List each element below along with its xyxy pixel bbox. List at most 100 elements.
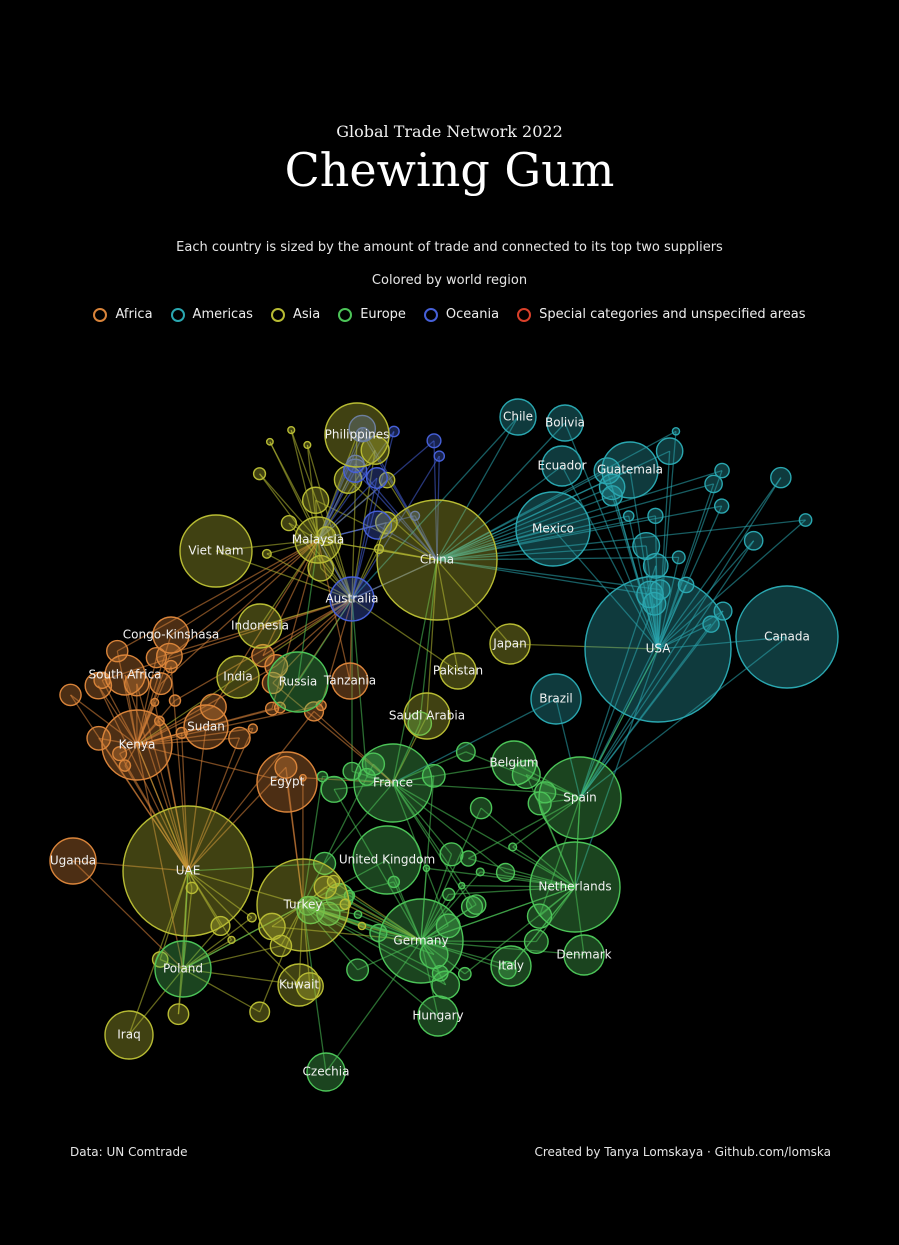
node-label-russia: Russia bbox=[279, 675, 318, 689]
country-node-small bbox=[523, 929, 549, 955]
region-legend: Africa Americas Asia Europe Oceania Spec… bbox=[0, 307, 899, 322]
node-label-turkey: Turkey bbox=[282, 898, 322, 912]
country-node-small bbox=[297, 895, 318, 916]
country-node-small bbox=[649, 579, 671, 601]
country-node-small bbox=[422, 864, 431, 873]
node-kuwait bbox=[277, 963, 321, 1007]
trade-edge bbox=[657, 451, 671, 650]
node-label-malaysia: Malaysia bbox=[292, 533, 344, 547]
trade-edge bbox=[351, 416, 519, 600]
country-node-small bbox=[460, 850, 477, 867]
trade-edge bbox=[657, 623, 712, 650]
node-label-japan: Japan bbox=[492, 637, 526, 651]
node-guatemala bbox=[601, 441, 659, 499]
country-node-small bbox=[636, 580, 664, 609]
node-label-germany: Germany bbox=[393, 934, 448, 948]
trade-edge bbox=[136, 700, 176, 746]
trade-edge bbox=[436, 486, 613, 561]
legend-item-oceania: Oceania bbox=[423, 307, 500, 322]
country-node-small bbox=[348, 414, 377, 443]
trade-edge bbox=[297, 598, 353, 683]
country-node-small bbox=[388, 425, 400, 438]
trade-edge bbox=[392, 715, 428, 784]
trade-edge bbox=[392, 762, 515, 784]
trade-edge bbox=[545, 791, 581, 799]
trade-edge bbox=[302, 904, 446, 986]
trade-edge bbox=[187, 870, 253, 919]
trade-edge bbox=[136, 744, 189, 872]
node-uae bbox=[122, 805, 254, 937]
trade-edge bbox=[377, 524, 438, 561]
trade-edge bbox=[259, 539, 319, 627]
country-node-small bbox=[433, 450, 446, 462]
country-node-small bbox=[770, 466, 792, 489]
country-node-small bbox=[265, 437, 274, 446]
trade-edge bbox=[262, 539, 319, 656]
trade-edge bbox=[420, 871, 481, 942]
country-node-small bbox=[713, 601, 733, 621]
legend-item-africa: Africa bbox=[93, 307, 153, 322]
country-nodes: USA Canada Mexico Brazil Chile Bolivia Ecuador… bbox=[49, 398, 839, 1092]
trade-edge bbox=[187, 870, 222, 927]
country-node-small bbox=[167, 1003, 190, 1026]
trade-edge bbox=[98, 737, 138, 746]
trade-edge bbox=[420, 940, 537, 943]
trade-edge bbox=[564, 422, 659, 650]
country-node-small bbox=[361, 752, 386, 776]
legend-label-oceania: Oceania bbox=[445, 307, 500, 322]
node-label-sudan: Sudan bbox=[187, 720, 225, 734]
trade-edge bbox=[420, 940, 435, 955]
country-node-small bbox=[326, 874, 341, 889]
trade-edge bbox=[436, 515, 629, 561]
country-node-small bbox=[150, 697, 160, 707]
trade-edge bbox=[182, 887, 193, 970]
node-denmark bbox=[563, 934, 605, 976]
country-node-small bbox=[228, 726, 251, 750]
node-japan bbox=[489, 623, 531, 665]
trade-edge bbox=[420, 925, 449, 942]
node-pakistan bbox=[439, 652, 477, 690]
country-node-small bbox=[702, 615, 720, 633]
node-bolivia bbox=[546, 404, 584, 442]
node-label-iraq: Iraq bbox=[117, 1028, 140, 1042]
country-node-small bbox=[465, 894, 487, 915]
trade-edge bbox=[259, 473, 353, 600]
trade-edge bbox=[317, 477, 378, 541]
trade-edge bbox=[351, 477, 378, 600]
legend-label-americas: Americas bbox=[192, 307, 253, 322]
country-node-small bbox=[457, 966, 472, 981]
country-node-small bbox=[227, 935, 236, 945]
node-label-brazil: Brazil bbox=[539, 692, 573, 706]
trade-edge bbox=[182, 917, 253, 970]
trade-edge bbox=[392, 782, 477, 905]
node-label-denmark: Denmark bbox=[556, 948, 611, 962]
country-node-small bbox=[112, 746, 128, 762]
trade-edge bbox=[334, 782, 394, 790]
node-label-hungary: Hungary bbox=[412, 1009, 463, 1023]
trade-edge bbox=[461, 884, 576, 888]
trade-edge bbox=[160, 539, 319, 685]
node-label-egypt: Egypt bbox=[270, 775, 305, 789]
trade-edge bbox=[280, 904, 304, 947]
country-node-small bbox=[299, 773, 307, 782]
node-label-canada: Canada bbox=[764, 630, 810, 644]
node-label-philippines: Philippines bbox=[325, 428, 390, 442]
country-node-small bbox=[249, 1001, 271, 1023]
country-node-small bbox=[457, 881, 466, 890]
country-node-small bbox=[247, 723, 259, 734]
trade-edge bbox=[297, 539, 319, 683]
trade-edge bbox=[271, 925, 422, 942]
trade-edge bbox=[272, 598, 353, 684]
node-label-viet-nam: Viet Nam bbox=[188, 544, 243, 558]
node-kenya bbox=[101, 709, 173, 781]
node-label-ecuador: Ecuador bbox=[537, 459, 586, 473]
country-node-small bbox=[365, 467, 388, 490]
trade-edge bbox=[436, 559, 459, 672]
node-united-kingdom bbox=[352, 825, 422, 895]
trade-edge bbox=[136, 744, 184, 970]
country-node-small bbox=[713, 498, 730, 514]
country-node-small bbox=[360, 435, 390, 465]
trade-edge bbox=[271, 539, 319, 709]
node-ecuador bbox=[541, 445, 583, 487]
country-node-small bbox=[316, 526, 337, 546]
